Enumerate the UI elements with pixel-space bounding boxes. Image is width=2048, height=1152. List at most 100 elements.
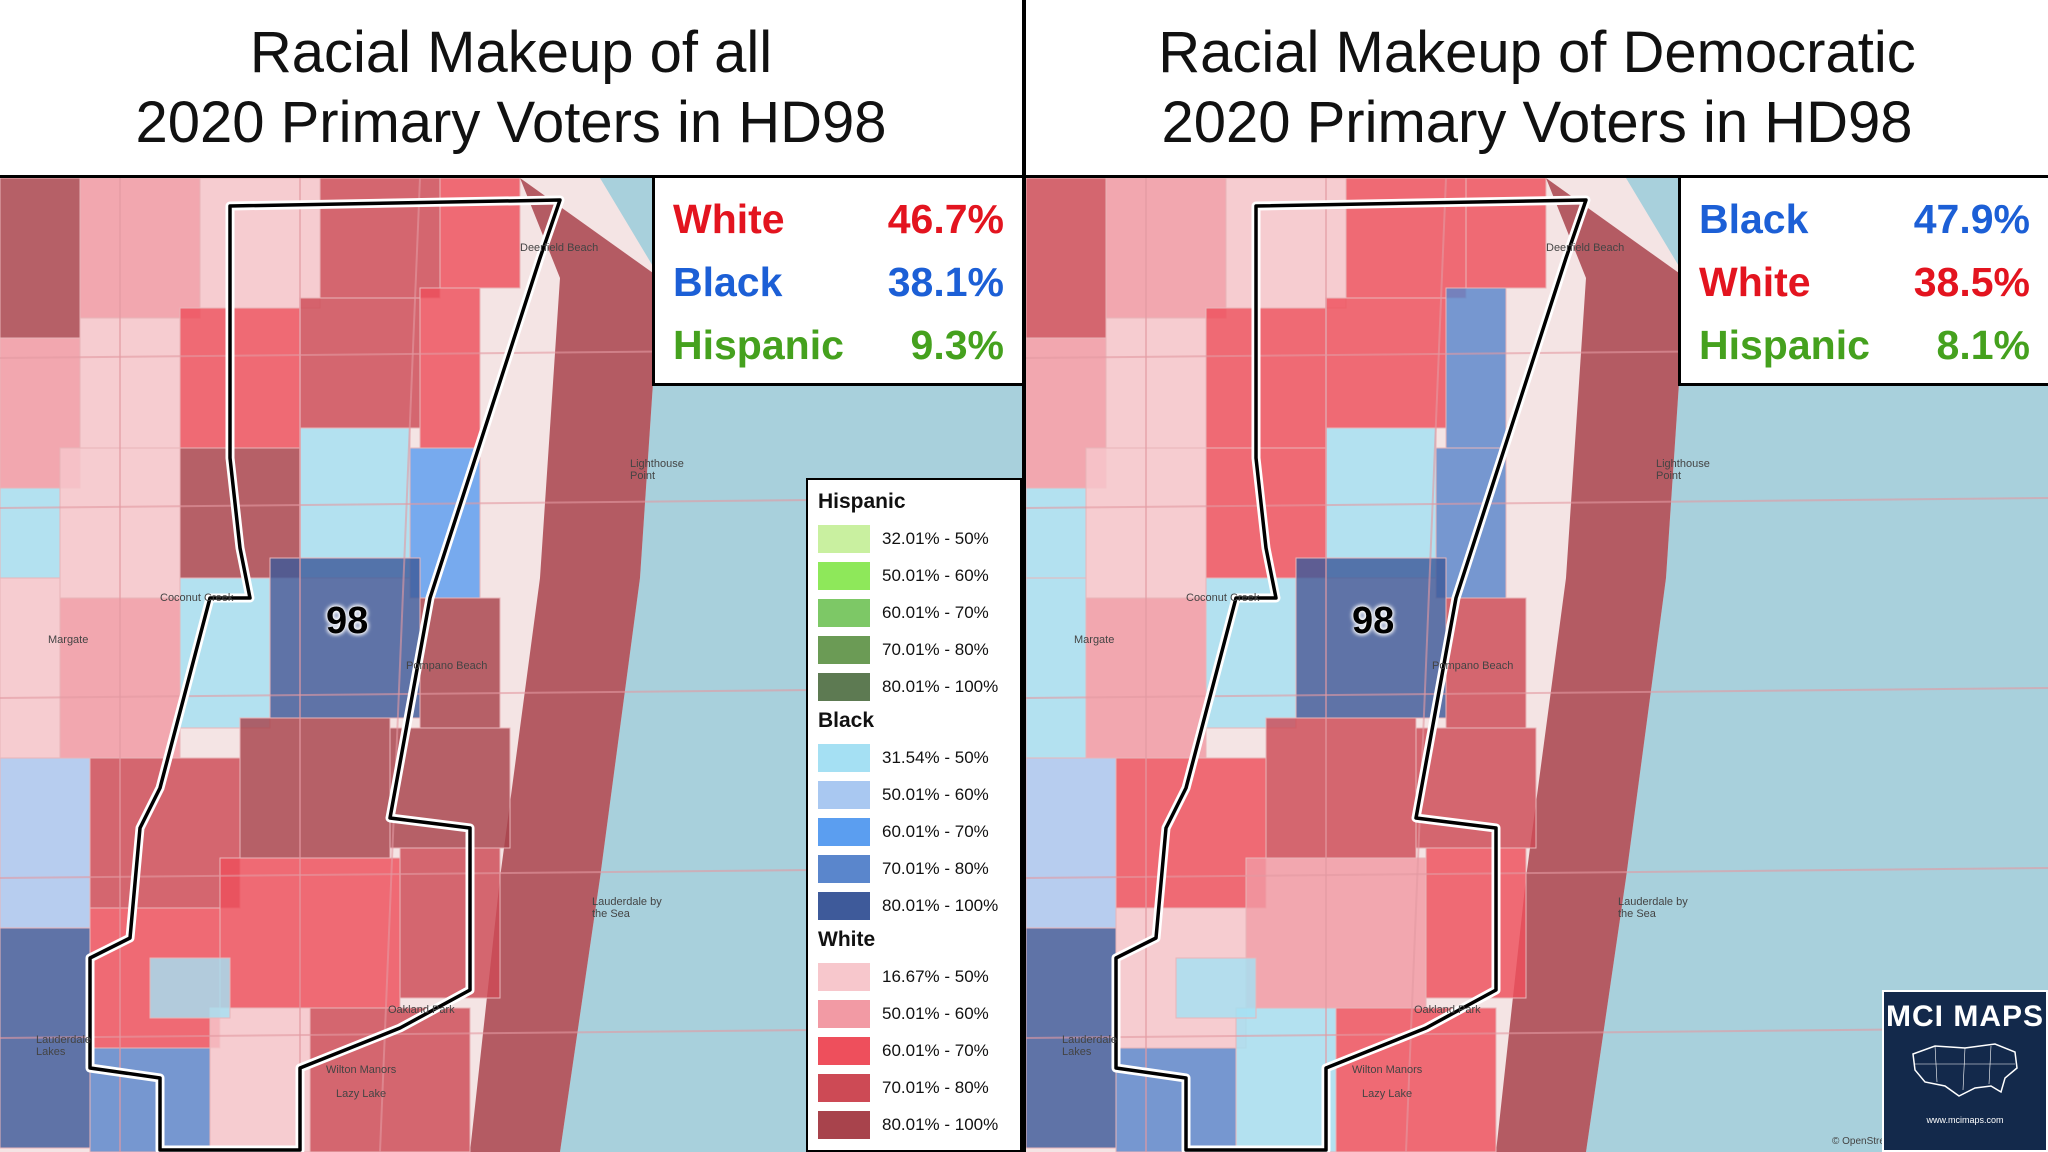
road-line	[1405, 178, 1447, 1152]
stat-label: White	[1699, 259, 1811, 305]
precinct-block	[1425, 847, 1527, 999]
stat-label: Hispanic	[673, 322, 844, 368]
precinct-block	[0, 487, 61, 579]
legend-label: 50.01% - 60%	[882, 1003, 989, 1023]
right-map	[1026, 178, 2048, 1152]
place-label: Pompano Beach	[406, 660, 488, 672]
precinct-block	[1225, 178, 1347, 309]
legend-row: 60.01% - 70%	[818, 594, 1010, 631]
logo-title: MCI MAPS	[1886, 1000, 2044, 1033]
precinct-block	[439, 178, 521, 289]
place-label: Lauderdale by the Sea	[1618, 896, 1688, 920]
place-label: Pompano Beach	[1432, 660, 1514, 672]
right-stats-box: Black 47.9% White 38.5% Hispanic 8.1%	[1678, 178, 2048, 386]
place-label: Lazy Lake	[1362, 1088, 1413, 1100]
map-legend: Hispanic 32.01% - 50% 50.01% - 60% 60.01…	[806, 478, 1022, 1152]
legend-swatch	[818, 1036, 870, 1065]
district-98-outline	[1114, 198, 1588, 1152]
coastal-precincts	[470, 178, 660, 1152]
us-map-icon	[1912, 1043, 2018, 1097]
legend-row: 50.01% - 60%	[818, 995, 1010, 1032]
stat-value: 38.5%	[1913, 259, 2030, 305]
legend-label: 50.01% - 60%	[882, 784, 989, 804]
legend-swatch	[818, 891, 870, 920]
precinct-block	[299, 297, 421, 429]
stat-label: Black	[673, 259, 783, 305]
precinct-block	[0, 577, 61, 759]
place-label: Lazy Lake	[336, 1088, 387, 1100]
legend-row: 80.01% - 100%	[818, 1106, 1010, 1143]
stat-value: 46.7%	[887, 196, 1004, 242]
precinct-block	[1026, 757, 1117, 929]
right-stat-row-white: White 38.5%	[1699, 251, 2030, 314]
legend-row: 70.01% - 80%	[818, 1069, 1010, 1106]
precinct-block	[0, 178, 81, 339]
precinct-block	[179, 307, 301, 449]
precinct-block	[269, 557, 421, 719]
legend-swatch	[818, 817, 870, 846]
coastal-precincts	[1496, 178, 1686, 1152]
legend-label: 60.01% - 70%	[882, 821, 989, 841]
place-label: Deerfield Beach	[520, 242, 599, 254]
legend-label: 32.01% - 50%	[882, 528, 989, 548]
left-stat-row-white: White 46.7%	[673, 188, 1004, 251]
right-choropleth-map	[1026, 178, 2048, 1152]
legend-row: 50.01% - 60%	[818, 776, 1010, 813]
left-title-line2: 2020 Primary Voters in HD98	[135, 89, 887, 155]
mci-maps-logo: MCI MAPS www.mcimaps.com	[1882, 990, 2048, 1152]
road-line	[1026, 867, 2048, 879]
precinct-block	[299, 427, 411, 579]
precinct-block	[1026, 577, 1087, 759]
legend-swatch	[818, 743, 870, 772]
district-98-outline	[88, 198, 562, 1152]
place-label: Deerfield Beach	[1546, 242, 1625, 254]
legend-label: 16.67% - 50%	[882, 966, 989, 986]
precinct-block	[239, 717, 391, 859]
precinct-block	[1105, 178, 1227, 319]
precinct-block	[1445, 287, 1507, 449]
legend-row: 70.01% - 80%	[818, 850, 1010, 887]
stat-label: Black	[1699, 196, 1809, 242]
left-district-number: 98	[326, 600, 369, 642]
legend-swatch	[818, 524, 870, 553]
precinct-block	[419, 287, 481, 449]
place-label: Coconut Creek	[160, 592, 234, 604]
legend-label: 80.01% - 100%	[882, 895, 999, 915]
precinct-block	[219, 857, 401, 1009]
right-panel: Racial Makeup of Democratic 2020 Primary…	[1026, 0, 2048, 1152]
place-label: Coconut Creek	[1186, 592, 1260, 604]
logo-url: www.mcimaps.com	[1926, 1115, 2004, 1125]
legend-label: 70.01% - 80%	[882, 858, 989, 878]
precinct-block	[89, 1047, 211, 1152]
legend-row: 70.01% - 80%	[818, 631, 1010, 668]
place-label: Oakland Park	[1414, 1004, 1481, 1016]
precinct-block	[1345, 178, 1467, 299]
legend-row: 50.01% - 60%	[818, 557, 1010, 594]
legend-swatch	[818, 672, 870, 701]
precinct-block	[1175, 957, 1257, 1019]
legend-label: 50.01% - 60%	[882, 565, 989, 585]
stat-value: 8.1%	[1936, 322, 2030, 368]
precinct-block	[399, 847, 501, 999]
precinct-block	[1265, 717, 1417, 859]
left-stat-row-hispanic: Hispanic 9.3%	[673, 314, 1004, 377]
precinct-block	[1026, 487, 1087, 579]
legend-black-title: Black	[818, 709, 875, 732]
place-label: Margate	[48, 634, 89, 646]
legend-label: 60.01% - 70%	[882, 602, 989, 622]
legend-row: 60.01% - 70%	[818, 1032, 1010, 1069]
road-line	[1026, 497, 2048, 509]
precinct-block	[199, 178, 321, 309]
precinct-block	[209, 1007, 311, 1152]
left-stats-box: White 46.7% Black 38.1% Hispanic 9.3%	[652, 178, 1022, 386]
precinct-block	[0, 757, 91, 929]
precinct-block	[1325, 427, 1437, 579]
legend-row: 80.01% - 100%	[818, 887, 1010, 924]
precinct-block	[1235, 1007, 1337, 1152]
legend-label: 31.54% - 50%	[882, 747, 989, 767]
ocean	[1586, 178, 2048, 1152]
right-stat-row-hispanic: Hispanic 8.1%	[1699, 314, 2030, 377]
legend-row: 16.67% - 50%	[818, 958, 1010, 995]
precinct-block	[149, 957, 231, 1019]
place-label: Wilton Manors	[1352, 1064, 1423, 1076]
